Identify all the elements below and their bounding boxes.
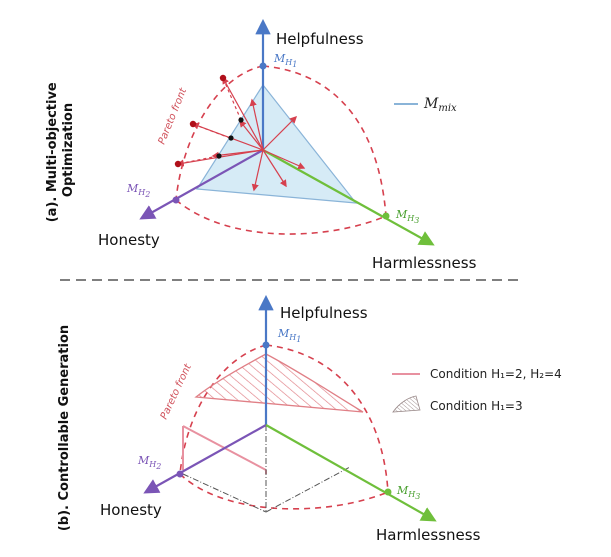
pareto-point [174,160,182,168]
harmlessness-label-a: Harmlessness [372,254,477,272]
model-h3-dot-a [382,212,390,220]
condition-h1-region [194,353,364,413]
projection-guides [182,425,351,513]
mix-point [228,135,234,141]
honesty-label-b: Honesty [100,501,162,519]
pareto-front-curve-b [265,344,389,493]
harmlessness-axis-a [262,149,435,246]
panel-b: (b). Controllable Generation Helpfulness… [57,294,562,544]
model-h1-label-a: MH1 [273,52,297,69]
helpfulness-label-a: Helpfulness [276,30,364,48]
pareto-front-label-a: Pareto front [157,86,190,146]
legend-condition-2-swatch [392,395,421,413]
pareto-point [219,74,227,82]
panel-b-label: (b). Controllable Generation [57,325,72,531]
legend-condition-1-label: Condition H₁=2, H₂=4 [430,367,562,381]
pareto-point [189,120,197,128]
harmlessness-label-b: Harmlessness [376,526,481,544]
panel-a: (a). Multi-objective Optimization [45,18,477,272]
pareto-front-curve-a-bottom [175,199,387,235]
model-h2-label-b: MH2 [137,454,161,471]
honesty-label-a: Honesty [98,231,160,249]
model-h3-dot-b [384,488,392,496]
pareto-front-curve-b-bottom [179,473,389,510]
model-h3-label-b: MH3 [396,484,420,501]
model-h1-label-b: MH1 [277,327,301,344]
honesty-axis-a [139,149,264,220]
model-h1-dot-b [262,341,270,349]
pareto-front-label-b: Pareto front [159,362,195,422]
harmlessness-axis-b [265,424,437,522]
legend-condition-2-label: Condition H₁=3 [430,399,523,413]
model-h2-label-a: MH2 [126,182,150,199]
pareto-front-curve-a [262,65,387,217]
honesty-axis-b [143,424,267,494]
model-h3-label-a: MH3 [395,208,419,225]
model-h2-dot-b [176,470,184,478]
legend-mix-label: Mmix [423,96,457,114]
pareto-arrows-a [176,76,306,192]
helpfulness-label-b: Helpfulness [280,304,368,322]
mix-point [238,117,244,123]
model-h2-dot-a [172,196,180,204]
model-h1-dot-a [259,62,267,70]
mix-point [216,153,222,159]
mix-triangle [195,83,358,204]
pareto-front-curve-a-left [175,65,264,201]
panel-a-label: (a). Multi-objective Optimization [45,78,76,223]
